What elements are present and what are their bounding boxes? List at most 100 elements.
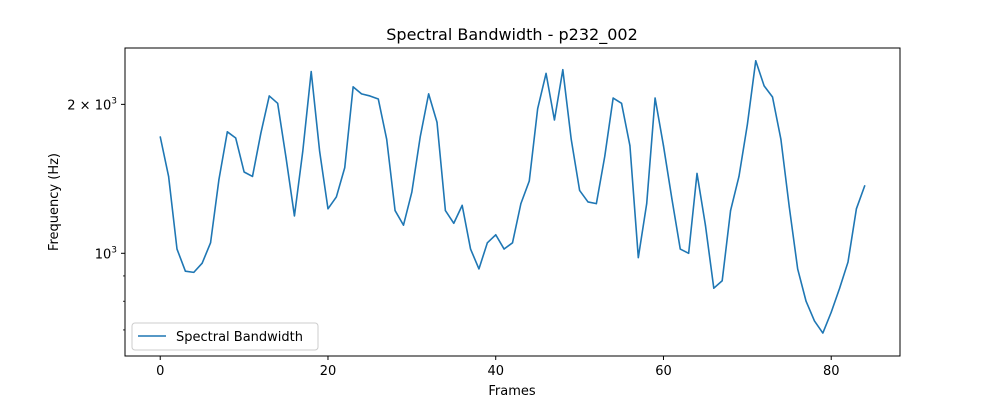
data-point [168,175,170,178]
data-point [318,150,321,152]
axes-frame [124,47,901,357]
data-point [855,208,857,210]
data-point [209,242,212,244]
data-point [394,209,396,212]
data-point [771,96,774,98]
data-point [184,270,186,272]
data-point [268,95,270,97]
data-point [822,332,824,334]
data-point [847,261,849,263]
data-point [218,178,220,181]
x-axis-label: Frames [488,384,536,399]
data-point [797,268,799,270]
data-point [411,191,413,193]
data-point [713,287,715,289]
data-point [528,180,530,182]
data-point [335,196,337,198]
data-point [604,155,606,157]
data-point [662,145,665,147]
data-point [469,248,472,250]
data-point [310,70,312,73]
plot-area [124,47,901,357]
data-point [436,121,438,123]
data-point [511,242,514,244]
data-point [780,138,782,140]
x-tick-label: 80 [823,364,840,379]
data-point [738,175,740,178]
data-point [813,320,816,322]
data-point [864,185,866,187]
data-point [226,131,228,133]
y-tick-label: 103 [95,245,117,262]
data-point [679,248,681,250]
data-point [360,93,363,95]
data-point [461,204,463,206]
data-point [696,172,698,175]
data-point [612,97,614,99]
legend: Spectral Bandwidth [131,322,319,351]
x-tick-label: 60 [655,364,672,379]
x-tick-label: 0 [156,364,164,379]
data-point [243,171,245,173]
legend-box [131,322,319,351]
data-point [369,95,371,97]
data-point [587,201,589,203]
y-axis-label: Frequency (Hz) [47,153,62,251]
data-point [428,93,430,95]
data-point [402,224,405,226]
data-point [755,60,757,62]
data-point [788,206,790,208]
data-point [201,262,203,264]
data-point [688,252,690,254]
series-layer [159,59,866,334]
data-point [478,268,480,270]
data-point [839,287,841,289]
data-point [302,150,304,152]
data-point [251,175,254,178]
data-point [646,203,648,205]
data-point [503,248,505,250]
data-point [805,300,807,302]
data-point [344,167,346,169]
data-point [562,69,564,71]
data-point [386,138,388,140]
data-point [419,136,421,138]
data-point [260,132,262,134]
data-point [595,203,597,205]
data-point [293,215,296,217]
data-point [553,119,556,121]
y-axis: 103 2 × 103 [67,96,125,331]
data-point [570,138,572,140]
data-point [520,203,522,205]
data-point [327,208,329,210]
x-axis: 0 20 40 60 80 [156,356,839,379]
data-point [352,86,354,88]
data-point [537,108,539,110]
data-point [545,72,547,75]
data-point [671,197,673,200]
data-point [495,234,497,236]
data-point [629,145,631,147]
data-point [486,242,488,244]
data-point [453,222,455,224]
data-point [159,136,161,138]
chart-title: Spectral Bandwidth - p232_002 [386,25,638,45]
data-point [763,85,765,87]
data-point [830,311,832,313]
data-point [729,209,732,212]
legend-label: Spectral Bandwidth [176,330,303,345]
data-point [579,189,581,192]
y-tick-label: 2 × 103 [67,96,117,113]
x-tick-label: 40 [487,364,504,379]
data-point [746,124,748,126]
data-point [235,137,237,139]
x-tick-label: 20 [320,364,337,379]
data-point [277,102,279,104]
data-point [721,280,723,282]
data-point [176,248,178,250]
data-point [620,102,623,104]
data-point [654,97,656,99]
data-point [704,224,707,226]
data-point [377,98,379,100]
